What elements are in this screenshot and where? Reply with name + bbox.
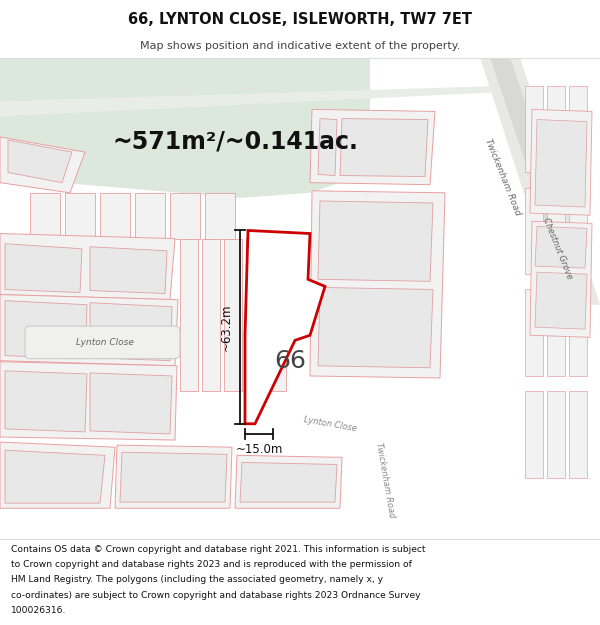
Polygon shape — [310, 191, 445, 378]
Polygon shape — [5, 244, 82, 292]
Polygon shape — [535, 226, 587, 268]
Polygon shape — [30, 193, 60, 239]
Polygon shape — [525, 391, 543, 478]
Polygon shape — [340, 119, 428, 176]
Polygon shape — [5, 301, 87, 359]
Polygon shape — [318, 288, 433, 368]
Polygon shape — [525, 188, 543, 274]
Polygon shape — [170, 193, 200, 239]
Text: ~571m²/~0.141ac.: ~571m²/~0.141ac. — [112, 130, 358, 154]
Polygon shape — [525, 289, 543, 376]
Polygon shape — [245, 231, 325, 424]
FancyBboxPatch shape — [25, 326, 180, 359]
Text: ~15.0m: ~15.0m — [235, 442, 283, 456]
Polygon shape — [65, 193, 95, 239]
Polygon shape — [547, 289, 565, 376]
Polygon shape — [480, 58, 600, 305]
Polygon shape — [569, 86, 587, 173]
Polygon shape — [115, 445, 232, 508]
Polygon shape — [5, 450, 105, 503]
Text: to Crown copyright and database rights 2023 and is reproduced with the permissio: to Crown copyright and database rights 2… — [11, 560, 412, 569]
Polygon shape — [90, 373, 172, 434]
Polygon shape — [120, 452, 227, 502]
Polygon shape — [547, 86, 565, 173]
Polygon shape — [235, 456, 342, 508]
Polygon shape — [268, 239, 286, 391]
Polygon shape — [310, 109, 435, 184]
Polygon shape — [569, 188, 587, 274]
Polygon shape — [0, 294, 178, 366]
Text: Chestnut Grove: Chestnut Grove — [542, 217, 574, 281]
Polygon shape — [224, 239, 242, 391]
Text: co-ordinates) are subject to Crown copyright and database rights 2023 Ordnance S: co-ordinates) are subject to Crown copyr… — [11, 591, 420, 600]
Text: 66: 66 — [274, 349, 306, 372]
Text: HM Land Registry. The polygons (including the associated geometry, namely x, y: HM Land Registry. The polygons (includin… — [11, 576, 383, 584]
Polygon shape — [569, 289, 587, 376]
Polygon shape — [8, 140, 72, 182]
Text: Lynton Close: Lynton Close — [303, 414, 357, 433]
Text: Map shows position and indicative extent of the property.: Map shows position and indicative extent… — [140, 41, 460, 51]
Polygon shape — [318, 119, 337, 176]
Polygon shape — [202, 239, 220, 391]
Polygon shape — [5, 371, 87, 432]
Polygon shape — [135, 193, 165, 239]
Polygon shape — [205, 193, 235, 239]
Polygon shape — [547, 188, 565, 274]
Text: Twickenham Road: Twickenham Road — [484, 138, 523, 218]
Polygon shape — [0, 234, 175, 299]
Polygon shape — [0, 137, 85, 193]
Polygon shape — [240, 462, 337, 502]
Polygon shape — [90, 302, 172, 361]
Text: 100026316.: 100026316. — [11, 606, 66, 615]
Text: Twickenham Road: Twickenham Road — [374, 441, 396, 518]
Polygon shape — [525, 86, 543, 173]
Polygon shape — [535, 272, 587, 329]
Polygon shape — [100, 193, 130, 239]
Polygon shape — [569, 391, 587, 478]
Text: 66, LYNTON CLOSE, ISLEWORTH, TW7 7ET: 66, LYNTON CLOSE, ISLEWORTH, TW7 7ET — [128, 11, 472, 26]
Polygon shape — [530, 109, 592, 215]
Text: ~63.2m: ~63.2m — [220, 303, 233, 351]
Polygon shape — [547, 391, 565, 478]
Polygon shape — [0, 362, 177, 440]
Polygon shape — [530, 221, 592, 338]
Polygon shape — [0, 86, 520, 116]
Polygon shape — [0, 58, 370, 198]
Polygon shape — [0, 442, 115, 508]
Text: Lynton Close: Lynton Close — [76, 338, 134, 347]
Polygon shape — [246, 239, 264, 391]
Polygon shape — [90, 247, 167, 294]
Polygon shape — [535, 119, 587, 207]
Polygon shape — [490, 58, 590, 294]
Polygon shape — [180, 239, 198, 391]
Text: Contains OS data © Crown copyright and database right 2021. This information is : Contains OS data © Crown copyright and d… — [11, 545, 425, 554]
Polygon shape — [318, 201, 433, 281]
